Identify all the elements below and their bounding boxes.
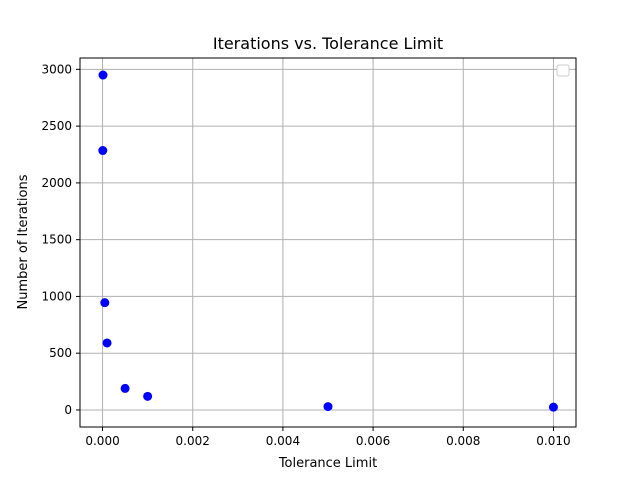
y-tick-label: 1500 [41,233,72,247]
data-point [98,70,108,80]
x-tick-label: 0.002 [176,434,210,448]
data-point [548,402,558,412]
y-tick-label: 500 [49,346,72,360]
x-tick-label: 0.008 [446,434,480,448]
chart-title: Iterations vs. Tolerance Limit [213,34,443,53]
x-tick-label: 0.006 [356,434,390,448]
data-point [323,402,333,412]
y-tick-label: 2500 [41,119,72,133]
data-point [102,338,112,348]
legend-box [556,64,570,77]
y-tick-label: 2000 [41,176,72,190]
y-axis-ticks: 0 500 1000 1500 2000 2500 3000 [41,62,80,417]
x-tick-label: 0.004 [266,434,300,448]
y-tick-label: 0 [64,403,72,417]
data-point [120,383,130,393]
x-tick-label: 0.010 [536,434,570,448]
y-tick-label: 1000 [41,289,72,303]
data-point [98,146,108,156]
x-axis-label: Tolerance Limit [278,456,377,471]
grid [80,58,576,427]
x-tick-label: 0.000 [85,434,119,448]
data-points [98,70,558,412]
plot-frame [79,57,577,428]
data-point [100,298,110,308]
y-axis-label: Number of Iterations [16,174,31,309]
y-tick-label: 3000 [41,62,72,76]
data-point [143,391,153,401]
x-axis-ticks: 0.000 0.002 0.004 0.006 0.008 0.010 [85,427,571,448]
